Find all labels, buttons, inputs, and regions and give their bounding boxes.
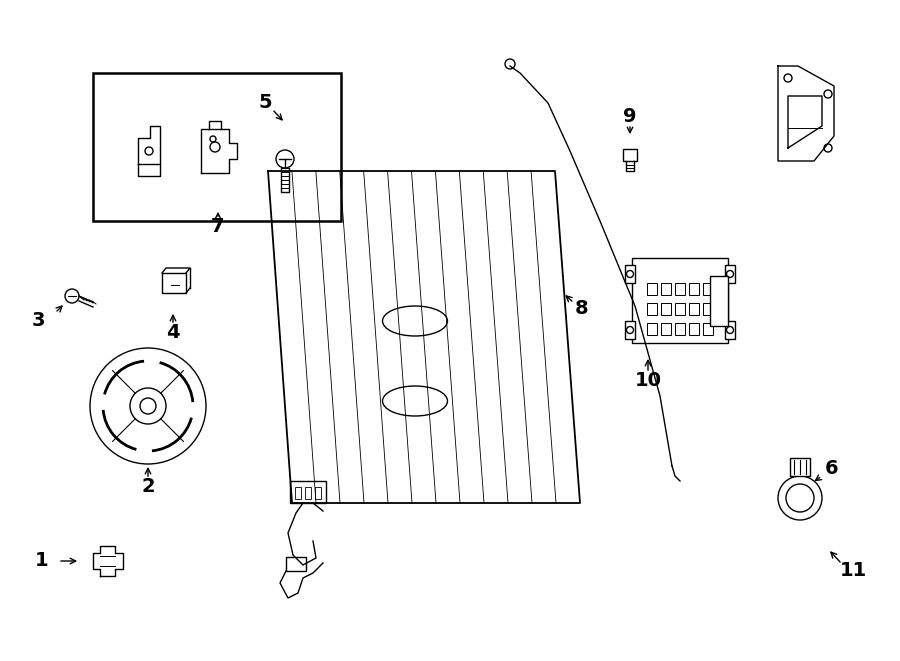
Bar [647, 303, 657, 315]
Text: 10: 10 [634, 371, 662, 391]
Text: 8: 8 [575, 299, 589, 319]
Bar [710, 276, 728, 326]
Circle shape [824, 144, 832, 152]
Circle shape [824, 90, 832, 98]
Circle shape [505, 59, 515, 69]
Bar [703, 283, 713, 295]
Circle shape [726, 270, 734, 278]
Bar [647, 323, 657, 335]
Bar [725, 321, 735, 339]
Bar [315, 487, 321, 499]
Text: 2: 2 [141, 477, 155, 496]
Circle shape [778, 476, 822, 520]
Circle shape [784, 74, 792, 82]
Bar [675, 283, 685, 295]
Text: 4: 4 [166, 323, 180, 342]
Bar [647, 283, 657, 295]
Bar [689, 283, 699, 295]
Bar [93, 73, 341, 221]
Text: 1: 1 [35, 551, 49, 570]
Bar [689, 323, 699, 335]
Circle shape [130, 388, 166, 424]
Bar [675, 323, 685, 335]
Text: 5: 5 [258, 93, 272, 112]
Text: 6: 6 [825, 459, 839, 479]
Text: 11: 11 [840, 561, 867, 580]
Text: 9: 9 [623, 106, 637, 126]
Circle shape [276, 150, 294, 168]
Bar [290, 481, 326, 503]
Bar [286, 557, 306, 571]
Ellipse shape [382, 386, 447, 416]
Bar [725, 265, 735, 283]
Circle shape [626, 270, 634, 278]
Bar [790, 458, 810, 476]
Circle shape [626, 327, 634, 334]
Circle shape [210, 136, 216, 142]
Bar [703, 303, 713, 315]
Circle shape [786, 484, 814, 512]
Bar [295, 487, 301, 499]
Bar [661, 303, 671, 315]
Bar [625, 321, 635, 339]
Circle shape [210, 142, 220, 152]
Circle shape [140, 398, 156, 414]
Circle shape [145, 147, 153, 155]
Ellipse shape [382, 306, 447, 336]
Bar [305, 487, 311, 499]
Bar [703, 323, 713, 335]
Circle shape [90, 348, 206, 464]
Bar [162, 273, 186, 293]
Bar [661, 323, 671, 335]
Text: 3: 3 [32, 311, 45, 330]
Bar [689, 303, 699, 315]
Bar [623, 149, 637, 161]
Bar [661, 283, 671, 295]
Circle shape [65, 289, 79, 303]
Circle shape [726, 327, 734, 334]
Bar [625, 265, 635, 283]
Bar [675, 303, 685, 315]
Text: 7: 7 [212, 217, 225, 235]
Bar [632, 258, 728, 343]
